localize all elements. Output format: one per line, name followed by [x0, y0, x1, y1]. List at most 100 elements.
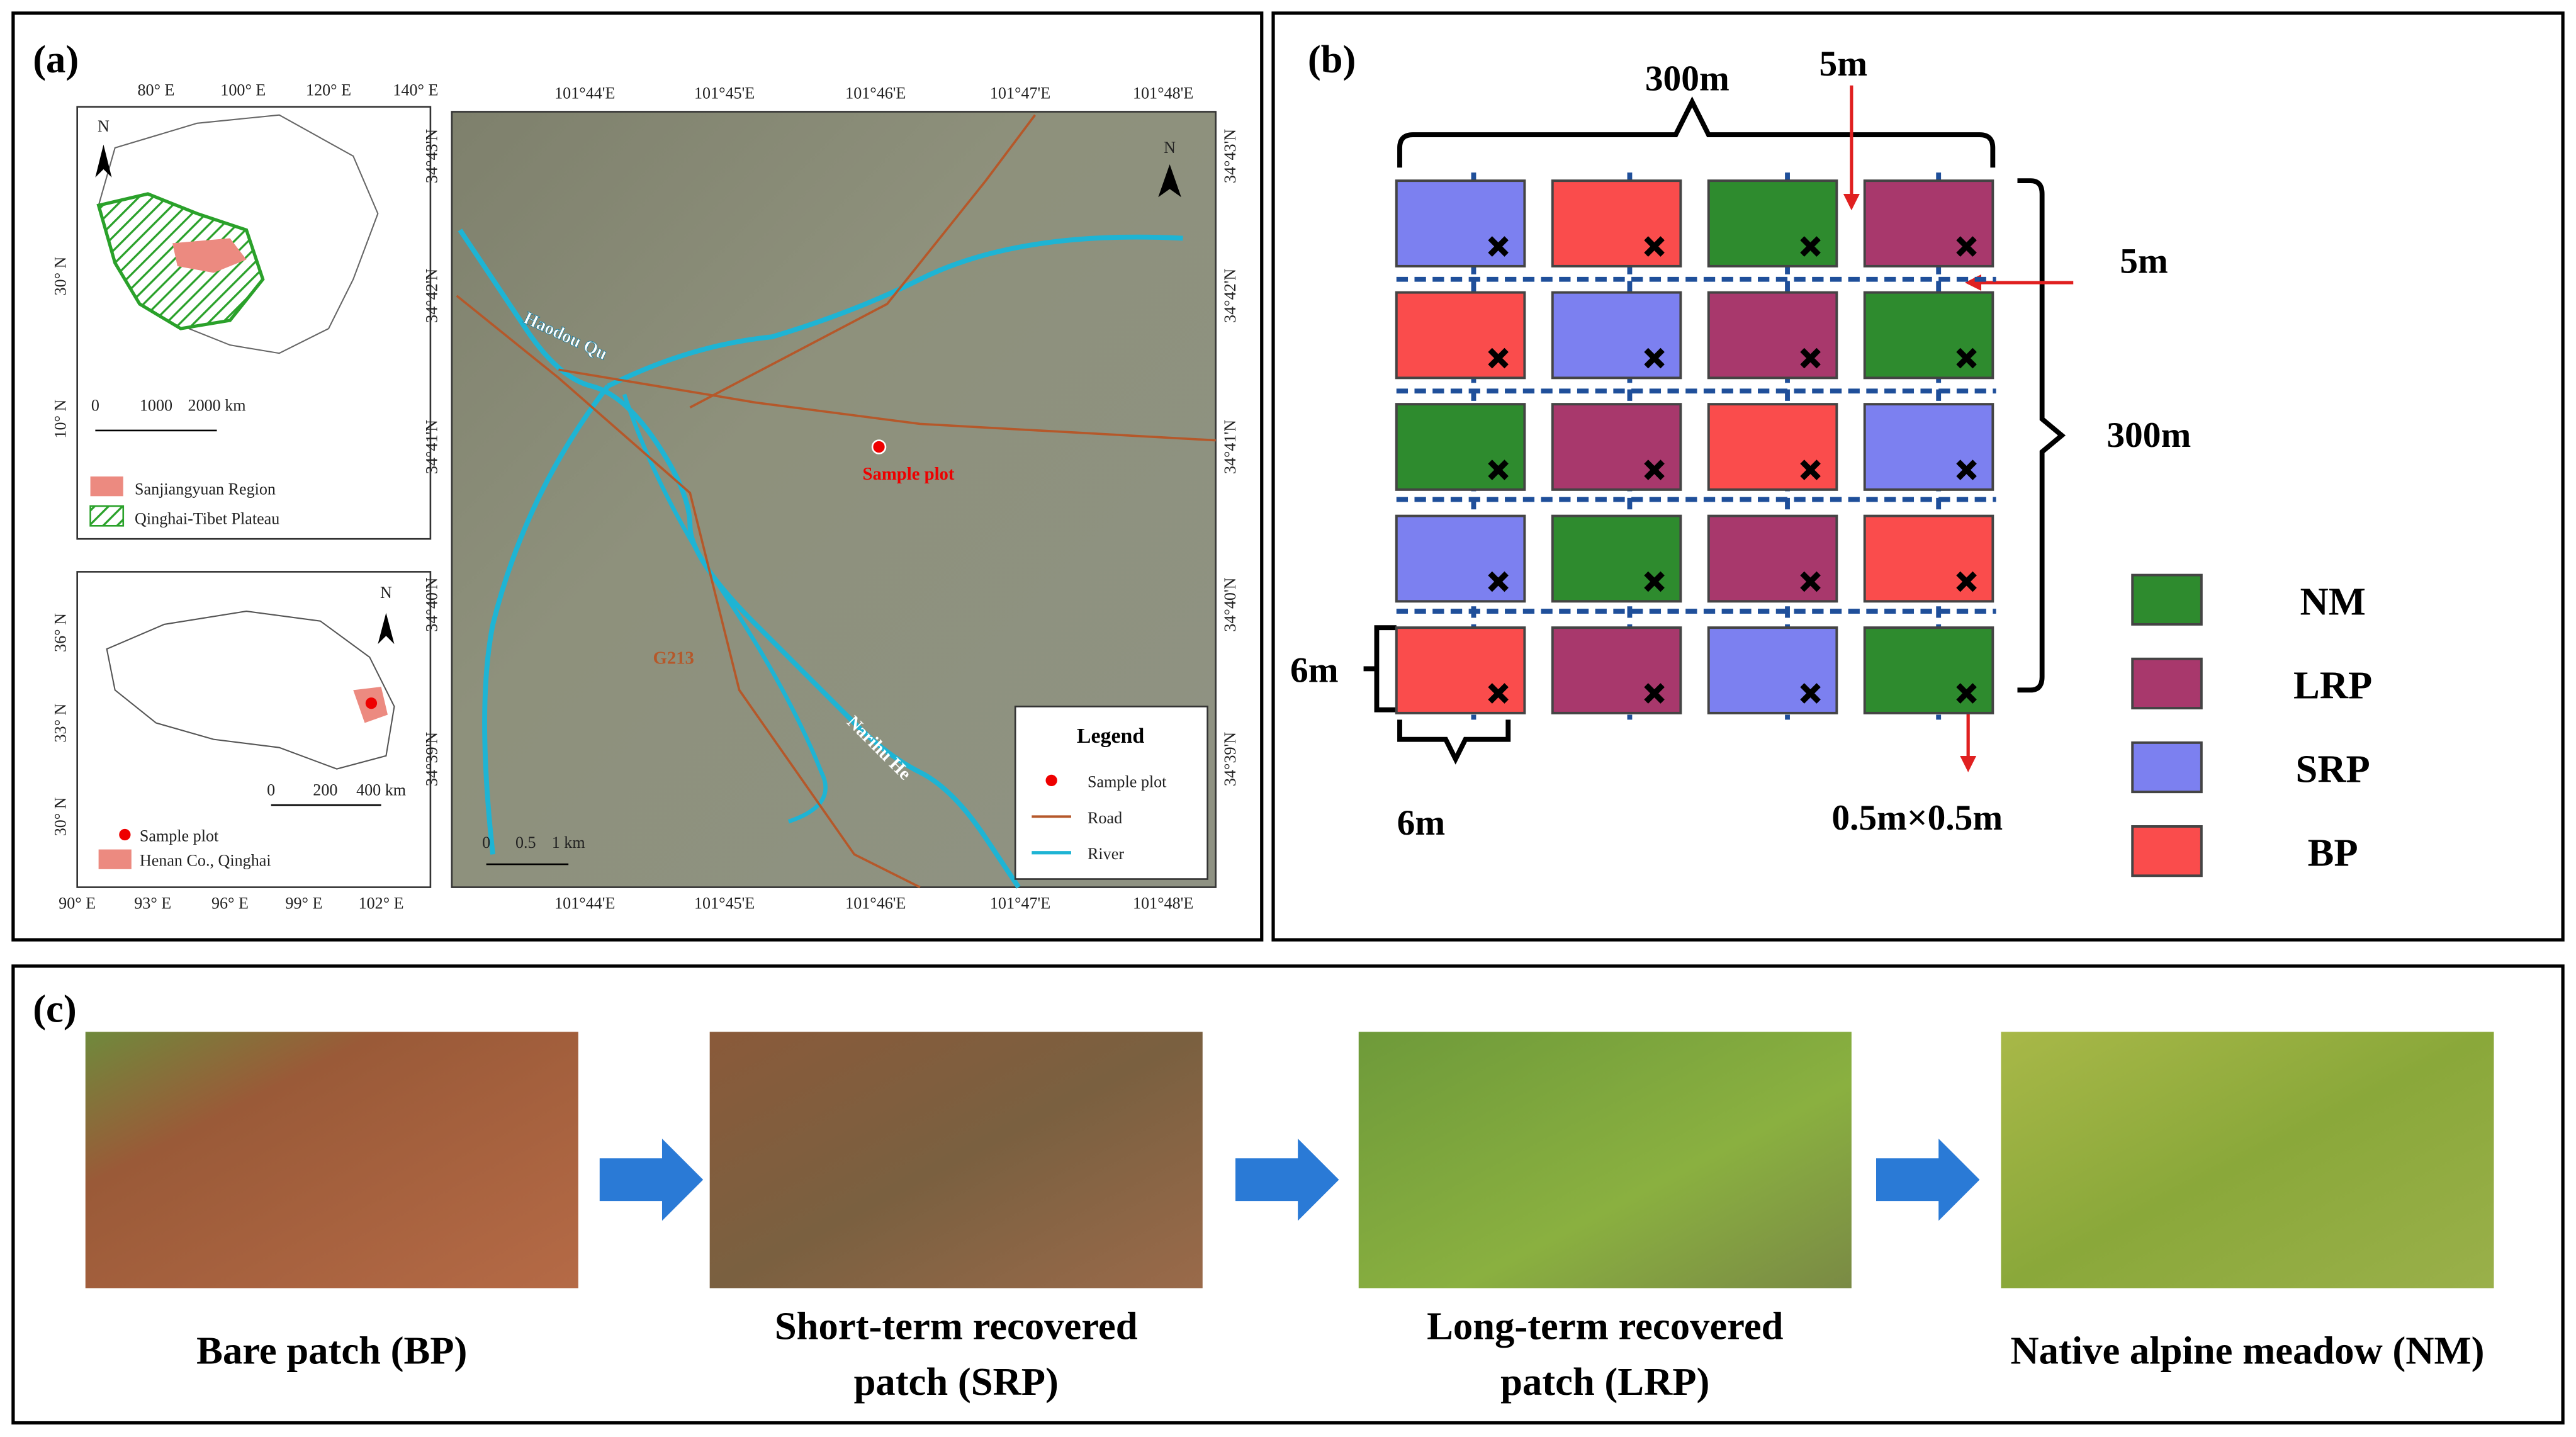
- quadrat-marker: [1956, 683, 1977, 704]
- lon-tick-label: 101°44'E: [554, 894, 615, 913]
- dimension-label: 6m: [1397, 803, 1446, 843]
- inset-qinghai: N Sample plot Henan Co., Qinghai 90° E 93…: [51, 571, 432, 913]
- panel-label: (c): [33, 987, 77, 1031]
- north-label: N: [380, 583, 392, 602]
- river: [607, 234, 1183, 388]
- lat-tick-label: 34°43'N: [422, 129, 441, 183]
- arrow: [599, 1138, 704, 1221]
- sanjiangyuan-area: [172, 238, 247, 273]
- lon-tick-label: 102° E: [359, 894, 404, 913]
- lon-tick-label: 0: [91, 397, 99, 415]
- road: [689, 114, 1036, 409]
- lat-tick-label: 34°41'N: [422, 420, 441, 474]
- panel-a-frame: [11, 11, 1264, 942]
- legend-label: River: [1088, 845, 1124, 863]
- quadrat-marker: [1488, 571, 1509, 592]
- dimension-label: 300m: [1645, 59, 1730, 99]
- quadrat-marker: [1956, 236, 1977, 257]
- dimension-label: 0.5m×0.5m: [1831, 798, 2003, 838]
- lat-tick-label: 34°43'N: [1221, 129, 1239, 183]
- quadrat-marker: [1488, 347, 1509, 369]
- lon-tick-label: 93° E: [134, 894, 171, 913]
- river: [482, 385, 610, 855]
- lon-tick-label: 1000: [140, 397, 172, 415]
- legend-dot: [1045, 774, 1057, 787]
- panel-c-frame: [11, 964, 2565, 1425]
- legend-label: SRP: [2296, 747, 2370, 791]
- lon-tick-label: 0.5: [515, 833, 536, 852]
- lon-tick-label: 0: [482, 833, 490, 852]
- photo: [709, 1032, 1203, 1288]
- legend-label: BP: [2308, 831, 2358, 875]
- lon-tick-label: 96° E: [211, 894, 249, 913]
- plot-height-bracket: [1363, 625, 1397, 713]
- legend-swatch: [2131, 741, 2203, 794]
- quadrat-marker: [1644, 459, 1665, 480]
- legend-label: Road: [1088, 809, 1122, 827]
- north-label: N: [98, 117, 110, 135]
- legend-title: Legend: [1077, 724, 1145, 748]
- panel-label: (a): [33, 37, 79, 81]
- lat-tick-label: 30° N: [51, 797, 69, 836]
- plot-cell: [1707, 626, 1838, 714]
- lon-tick-label: 200: [313, 780, 337, 799]
- lon-tick-label: 120° E: [306, 81, 351, 99]
- lat-tick-label: 34°42'N: [422, 269, 441, 323]
- legend-label: Qinghai-Tibet Plateau: [135, 510, 279, 528]
- legend-swatch: [98, 849, 132, 869]
- lon-tick-label: 101°45'E: [694, 84, 755, 103]
- photo-caption: patch (SRP): [854, 1360, 1059, 1404]
- arrow: [1235, 1138, 1339, 1221]
- legend-label: Henan Co., Qinghai: [140, 852, 271, 870]
- lat-tick-label: 10° N: [51, 400, 69, 439]
- lon-tick-label: 101°48'E: [1133, 84, 1193, 103]
- north-label: N: [1164, 138, 1176, 157]
- lon-tick-label: 80° E: [137, 81, 174, 99]
- north-arrow: [1158, 164, 1181, 198]
- qinghai-outline: [106, 610, 395, 770]
- main-map: Haodou Qu Sample plot G213 Narihu He N L…: [422, 84, 1239, 913]
- lon-tick-label: 101°46'E: [845, 894, 906, 913]
- photo: [85, 1032, 578, 1288]
- north-arrow: [95, 144, 112, 178]
- dimension-label: 5m: [2120, 241, 2168, 281]
- legend-swatch: [2131, 825, 2203, 877]
- height-bracket: [2017, 178, 2066, 693]
- map-legend: [1014, 706, 1208, 880]
- quadrat-marker: [1956, 571, 1977, 592]
- quadrat-marker: [1800, 347, 1821, 369]
- photo-caption: patch (LRP): [1500, 1360, 1709, 1404]
- plot-cell: [1863, 179, 1994, 268]
- quadrat-marker: [1488, 236, 1509, 257]
- quadrat-marker: [1644, 347, 1665, 369]
- quadrat-marker: [1800, 571, 1821, 592]
- panel-label: (b): [1308, 37, 1356, 81]
- lon-tick-label: 2000 km: [188, 397, 246, 415]
- legend-label: Sanjiangyuan Region: [135, 480, 276, 499]
- lon-tick-label: 100° E: [220, 81, 266, 99]
- lat-tick-label: 34°42'N: [1221, 269, 1239, 323]
- legend-swatch: [90, 476, 123, 497]
- road: [456, 295, 921, 889]
- photo-caption: Long-term recovered: [1427, 1304, 1783, 1348]
- lon-tick-label: 140° E: [393, 81, 438, 99]
- photo: [1358, 1032, 1852, 1288]
- lon-tick-label: 0: [267, 780, 275, 799]
- lon-tick-label: 99° E: [285, 894, 322, 913]
- legend-swatch: [89, 505, 125, 527]
- plot-width-bracket: [1397, 719, 1511, 765]
- dimension-label: 6m: [1290, 650, 1339, 690]
- legend-swatch: [2131, 573, 2203, 626]
- lon-tick-label: 101°45'E: [694, 894, 755, 913]
- quadrat-marker: [1956, 459, 1977, 480]
- photo-caption: Bare patch (BP): [196, 1329, 467, 1373]
- photo-row: Bare patch (BP) Short-term recovered patch…: [85, 1032, 2494, 1404]
- quadrat-marker: [1800, 683, 1821, 704]
- lon-tick-label: 400 km: [356, 780, 406, 799]
- width-bracket: [1397, 96, 1996, 168]
- plot-label: Sample plot: [863, 464, 955, 484]
- quadrat-marker: [1644, 571, 1665, 592]
- quadrat-marker: [1644, 236, 1665, 257]
